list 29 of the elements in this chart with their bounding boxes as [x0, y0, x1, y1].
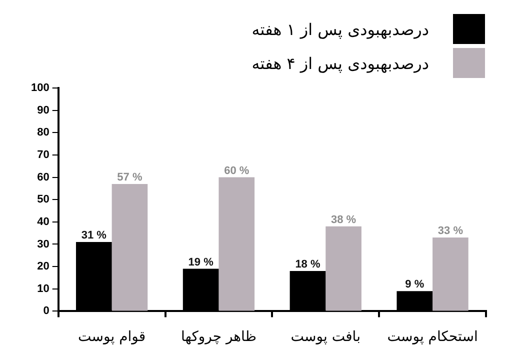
- y-tick-label: 20: [37, 260, 50, 273]
- y-tick-label: 80: [37, 126, 50, 139]
- y-tick-label: 70: [37, 148, 50, 161]
- x-tick-label: قوام پوست: [78, 329, 146, 346]
- data-label: 31 %: [81, 230, 107, 242]
- x-tick-label: استحکام پوست: [387, 329, 478, 346]
- x-tick-label: ظاهر چروکها: [180, 329, 256, 346]
- bar: [218, 177, 255, 311]
- legend-label: درصدبهبودی پس از ۴ هفته: [252, 54, 429, 72]
- y-tick-label: 90: [37, 104, 50, 116]
- y-tick-label: 30: [37, 238, 50, 250]
- y-tick-label: 10: [37, 282, 50, 295]
- x-tick-label: بافت پوست: [290, 329, 360, 346]
- y-tick-label: 0: [43, 305, 50, 318]
- y-tick-label: 50: [37, 194, 50, 206]
- data-label: 60 %: [224, 164, 250, 177]
- data-label: 18 %: [295, 258, 320, 271]
- bar: [326, 226, 362, 311]
- data-label: 38 %: [331, 214, 356, 226]
- data-label: 33 %: [438, 225, 464, 238]
- y-tick-label: 60: [37, 171, 50, 184]
- bar: [112, 184, 148, 311]
- y-tick-label: 100: [30, 82, 50, 94]
- data-label: 57 %: [117, 172, 142, 184]
- legend-label: درصدبهبودی پس از ۱ هفته: [252, 20, 429, 38]
- y-tick-label: 40: [37, 216, 50, 228]
- bar: [432, 238, 468, 311]
- data-label: 9 %: [405, 278, 424, 291]
- data-label: 19 %: [188, 256, 214, 268]
